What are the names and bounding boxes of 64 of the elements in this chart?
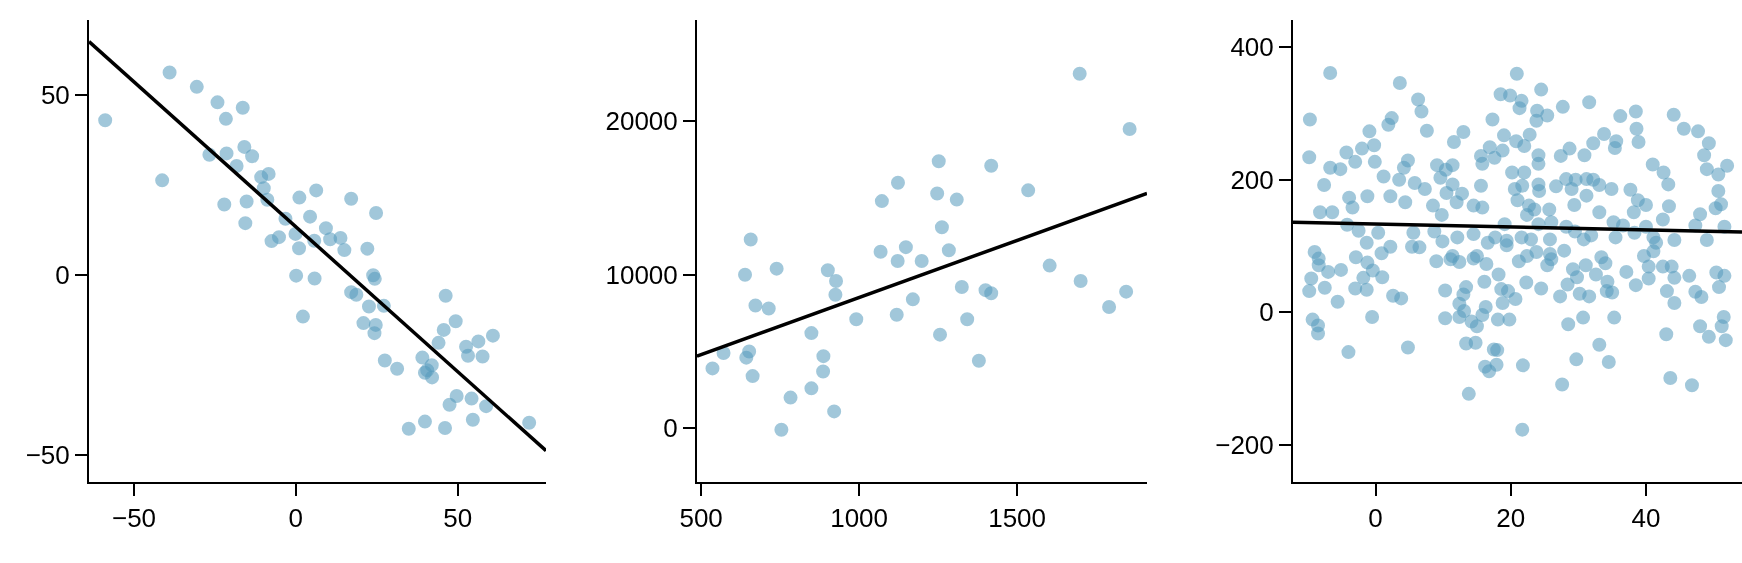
point (783, 390, 798, 405)
point (873, 244, 888, 259)
point (930, 186, 945, 201)
point (933, 327, 948, 342)
point (1102, 300, 1117, 315)
x-tick-label: 0 (288, 503, 304, 534)
y-tick-label: 0 (663, 413, 678, 444)
point (874, 194, 889, 209)
point (971, 353, 986, 368)
point (748, 298, 763, 313)
point (1072, 66, 1087, 81)
point (743, 232, 758, 247)
point (1021, 183, 1036, 198)
y-tick-label: 200 (1230, 164, 1274, 195)
point (816, 349, 831, 364)
point (738, 267, 753, 282)
point (905, 292, 920, 307)
x-tick-label: 500 (679, 503, 723, 534)
point (739, 350, 754, 365)
point (890, 253, 905, 268)
y-tick-label: 20000 (605, 106, 678, 137)
point (954, 280, 969, 295)
point (816, 364, 831, 379)
x-tick-label: 50 (443, 503, 473, 534)
x-tick-label: 1500 (988, 503, 1047, 534)
y-tick-label: 50 (40, 80, 70, 111)
point (774, 422, 789, 437)
point (1119, 284, 1134, 299)
y-tick-label: 0 (1259, 297, 1274, 328)
y-tick-label: 0 (55, 260, 70, 291)
point (820, 263, 835, 278)
point (827, 404, 842, 419)
point (889, 307, 904, 322)
point (949, 192, 964, 207)
point (984, 158, 999, 173)
point (984, 286, 999, 301)
y-tick-label: 400 (1230, 32, 1274, 63)
x-tick-label: 40 (1631, 503, 1661, 534)
point (745, 369, 760, 384)
x-tick-label: −50 (111, 503, 157, 534)
point (914, 253, 929, 268)
point (960, 312, 975, 327)
point (761, 301, 776, 316)
point (898, 240, 913, 255)
point (829, 273, 844, 288)
x-tick-label: 0 (1368, 503, 1383, 534)
point (849, 312, 864, 327)
x-tick-label: 20 (1496, 503, 1526, 534)
point (804, 326, 819, 341)
point (804, 381, 819, 396)
y-tick-label: −50 (25, 439, 70, 470)
x-tick-label: 1000 (830, 503, 889, 534)
point (705, 361, 720, 376)
point (934, 220, 949, 235)
point (890, 175, 905, 190)
point (769, 261, 784, 276)
point (1073, 273, 1088, 288)
point (931, 154, 946, 169)
point (1122, 121, 1137, 136)
point (1042, 258, 1057, 273)
y-tick-label: −200 (1215, 429, 1274, 460)
y-tick-label: 10000 (605, 259, 678, 290)
point (828, 287, 843, 302)
point (941, 243, 956, 258)
